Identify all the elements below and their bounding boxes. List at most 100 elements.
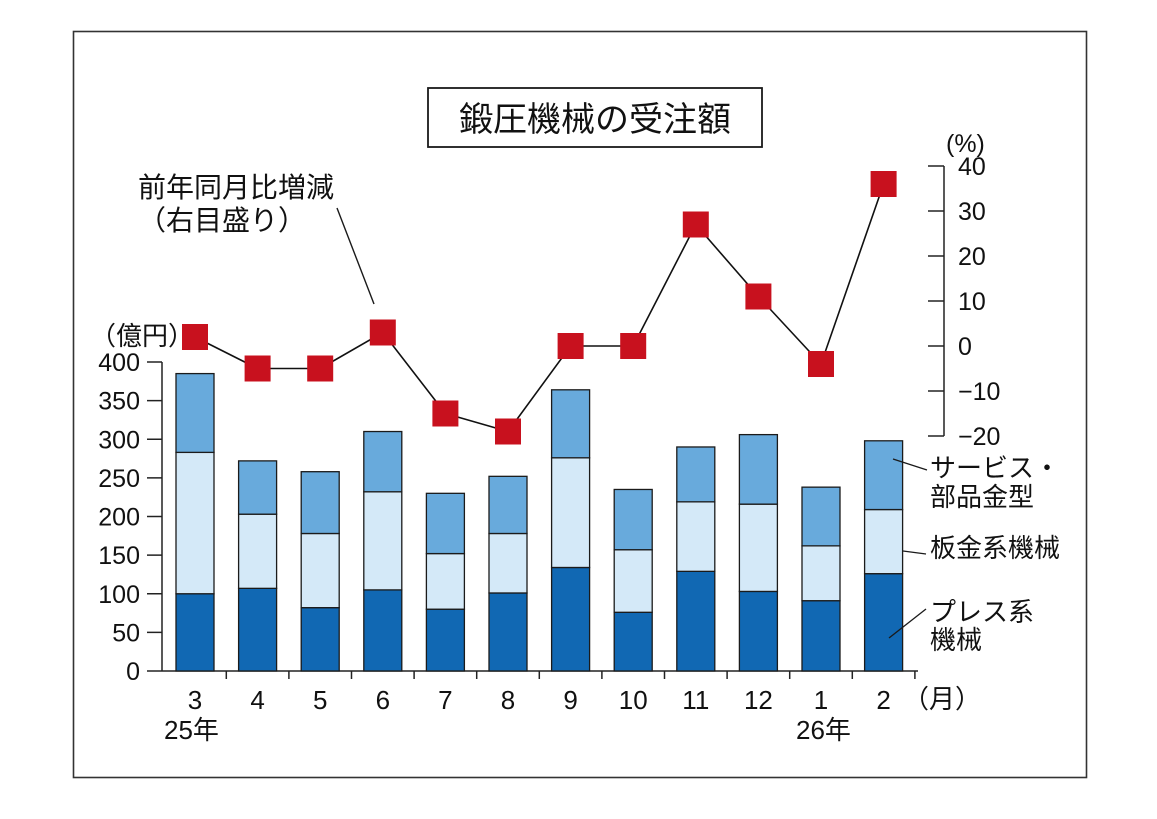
bar-segment-service-month-8	[488, 475, 528, 535]
right-axis-tick-label: 10	[958, 288, 986, 316]
yoy-marker-month-6	[369, 319, 396, 346]
yoy-marker-month-11	[682, 211, 709, 238]
bar-segment-press-month-7	[425, 608, 466, 672]
right-axis-tick-label: 30	[958, 198, 986, 226]
x-axis: 3 4 5 6 7 8 9 10 11 12 1 2	[162, 670, 918, 715]
bar-segment-service-month-2	[863, 440, 904, 511]
right-axis-unit-label: (%)	[946, 130, 985, 158]
month-label: 5	[313, 685, 327, 715]
bar-segment-sheet-month-7	[425, 552, 466, 610]
era-start-label: 25年	[164, 715, 219, 745]
legend-leader-press	[888, 608, 927, 639]
yoy-marker-month-3	[182, 324, 208, 350]
month-label: 10	[619, 685, 648, 715]
month-label: 2	[876, 685, 890, 715]
right-axis-tick-label: 0	[958, 333, 972, 361]
yoy-marker-month-1	[808, 351, 834, 377]
bar-segment-press-month-6	[363, 589, 403, 672]
bar-segment-sheet-month-1	[801, 545, 841, 602]
chart-frame	[72, 30, 1088, 779]
month-label: 6	[376, 685, 390, 715]
bars-group	[175, 372, 904, 672]
right-axis-tick-label: 20	[958, 243, 986, 271]
legend-label-press-line1: プレス系	[930, 597, 1034, 627]
bar-segment-press-month-11	[676, 570, 716, 672]
yoy-marker-month-12	[745, 283, 772, 310]
right-axis-tick-label: 40	[958, 153, 986, 181]
bar-segment-service-month-7	[425, 492, 466, 555]
x-axis-unit-label: （月）	[903, 684, 981, 714]
bar-segment-sheet-month-10	[613, 549, 653, 613]
bar-segment-press-month-5	[300, 607, 340, 672]
bar-segment-service-month-5	[300, 471, 340, 535]
bar-segment-service-month-9	[550, 389, 591, 459]
bar-segment-sheet-month-11	[676, 501, 716, 572]
bar-segment-sheet-month-12	[738, 503, 779, 593]
legend: サービス・ 部品金型 板金系機械 プレス系 機械	[888, 453, 1060, 655]
bar-segment-service-month-12	[738, 433, 779, 505]
yoy-marker-month-5	[307, 355, 334, 382]
chart-title-border	[427, 87, 763, 148]
left-axis-tick-label: 350	[98, 388, 140, 416]
left-axis-tick-label: 100	[98, 581, 140, 609]
month-label: 3	[188, 685, 202, 715]
line-series-annotation-line2: （右目盛り）	[138, 205, 306, 236]
bar-segment-sheet-month-9	[550, 457, 591, 569]
yoy-marker-month-4	[244, 355, 271, 382]
left-axis-unit-label: （億円）	[90, 321, 194, 351]
month-label: 8	[501, 685, 515, 715]
legend-label-service-line1: サービス・	[930, 453, 1060, 483]
left-axis-tick-label: 250	[98, 465, 140, 493]
bar-segment-press-month-1	[801, 600, 841, 672]
yoy-marker-month-7	[432, 400, 459, 427]
bar-segment-service-month-6	[363, 430, 403, 493]
left-axis-tick-label: 50	[112, 619, 140, 647]
line-group	[182, 171, 897, 445]
left-axis: 0 50 100 150 200 250 300 350 400	[98, 349, 163, 686]
month-label: 4	[250, 685, 264, 715]
bar-segment-service-month-11	[676, 446, 716, 503]
month-label: 7	[438, 685, 452, 715]
chart-title-box: 鍛圧機械の受注額	[427, 87, 763, 148]
bar-segment-service-month-3	[175, 372, 215, 454]
month-label: 11	[682, 685, 709, 715]
bar-segment-press-month-9	[550, 566, 591, 672]
legend-label-service-line2: 部品金型	[930, 482, 1034, 512]
era-end-label: 26年	[796, 715, 851, 745]
left-axis-tick-label: 400	[98, 349, 140, 377]
legend-label-press-line2: 機械	[930, 625, 982, 655]
left-axis-tick-label: 150	[98, 542, 140, 570]
month-label: 12	[744, 685, 773, 715]
bar-segment-service-month-4	[237, 460, 278, 515]
right-axis-tick-label: −10	[958, 378, 1000, 406]
line-series-annotation-line1: 前年同月比増減	[138, 172, 334, 203]
left-axis-tick-label: 200	[98, 504, 140, 532]
bar-segment-sheet-month-3	[175, 451, 215, 595]
month-label: 1	[814, 685, 828, 715]
yoy-marker-month-9	[557, 333, 584, 359]
bar-segment-service-month-1	[801, 486, 841, 547]
bar-segment-sheet-month-2	[863, 508, 904, 575]
chart-title: 鍛圧機械の受注額	[459, 101, 731, 139]
month-label: 9	[563, 685, 577, 715]
bar-segment-press-month-4	[237, 587, 278, 672]
legend-label-sheet: 板金系機械	[930, 533, 1060, 563]
bar-segment-sheet-month-5	[300, 532, 340, 609]
bar-segment-press-month-12	[738, 590, 779, 672]
yoy-marker-month-2	[870, 171, 897, 197]
bar-segment-press-month-10	[613, 611, 653, 672]
legend-leader-sheet	[902, 550, 927, 555]
annotation-leader-line	[336, 207, 375, 305]
bar-segment-press-month-8	[488, 592, 528, 672]
bar-segment-press-month-2	[863, 573, 904, 672]
legend-leader-service	[892, 458, 928, 471]
right-axis-tick-label: −20	[958, 423, 1000, 451]
bar-segment-sheet-month-4	[237, 513, 278, 589]
right-axis: −20 −10 0 10 20 30 40	[928, 153, 1000, 451]
bar-segment-press-month-3	[175, 593, 215, 672]
left-axis-tick-label: 300	[98, 426, 140, 454]
left-axis-tick-label: 0	[126, 658, 140, 686]
bar-segment-sheet-month-8	[488, 532, 528, 594]
